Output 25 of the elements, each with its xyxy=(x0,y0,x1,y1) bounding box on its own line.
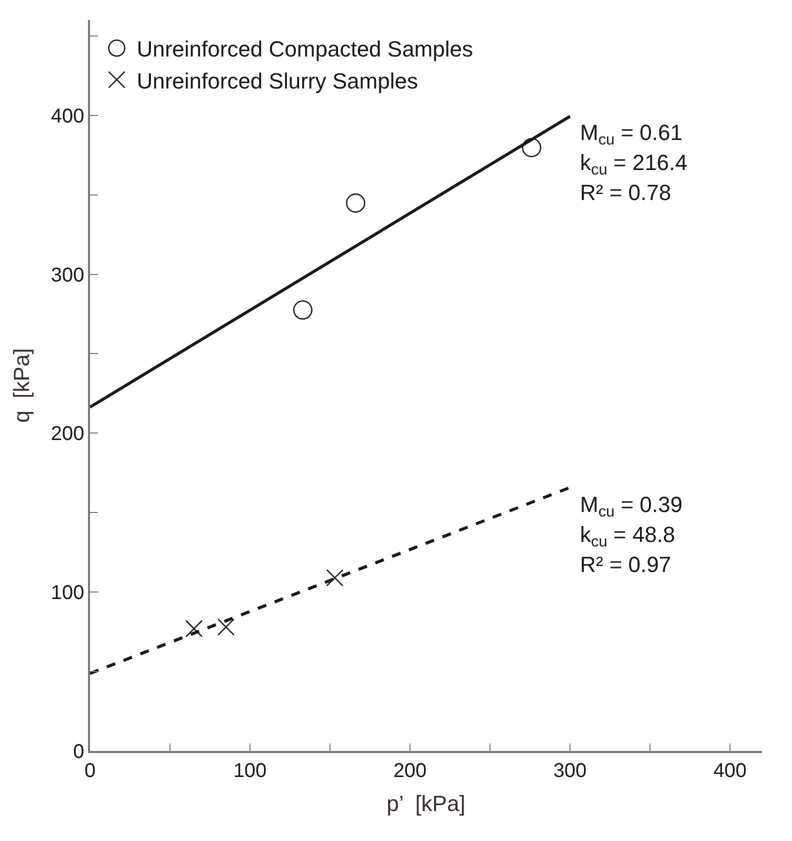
point xyxy=(293,300,312,320)
y-tick-label: 0 xyxy=(73,741,84,763)
y-tick-label: 400 xyxy=(50,105,84,128)
point xyxy=(326,569,344,586)
y-axis-title: q [kPa] xyxy=(9,348,34,423)
point xyxy=(522,138,542,158)
x-tick-label: 100 xyxy=(233,760,267,782)
x-axis-title: p’ [kPa] xyxy=(386,791,466,816)
annotation: R² = 0.97 xyxy=(580,552,672,577)
annotation: M$_{cu}$ = 0.39 xyxy=(580,492,682,521)
point xyxy=(346,193,366,213)
annotation: R² = 0.78 xyxy=(580,180,672,205)
x-tick-label: 300 xyxy=(553,760,587,782)
point xyxy=(217,618,235,636)
y-tick-label: 200 xyxy=(50,423,84,446)
y-tick-label: 100 xyxy=(50,582,84,604)
y-tick-label: 300 xyxy=(50,264,84,286)
annotation: M$_{cu}$ = 0.61 xyxy=(580,120,682,149)
annotation: k$_{cu}$ = 48.8 xyxy=(580,522,676,551)
point xyxy=(185,620,203,638)
legend-label: Unreinforced Compacted Samples xyxy=(136,36,473,62)
legend-label: Unreinforced Slurry Samples xyxy=(136,68,418,94)
x-tick-label: 200 xyxy=(393,760,427,782)
x-tick-label: 400 xyxy=(713,760,747,782)
annotation: k$_{cu}$ = 216.4 xyxy=(580,150,688,179)
